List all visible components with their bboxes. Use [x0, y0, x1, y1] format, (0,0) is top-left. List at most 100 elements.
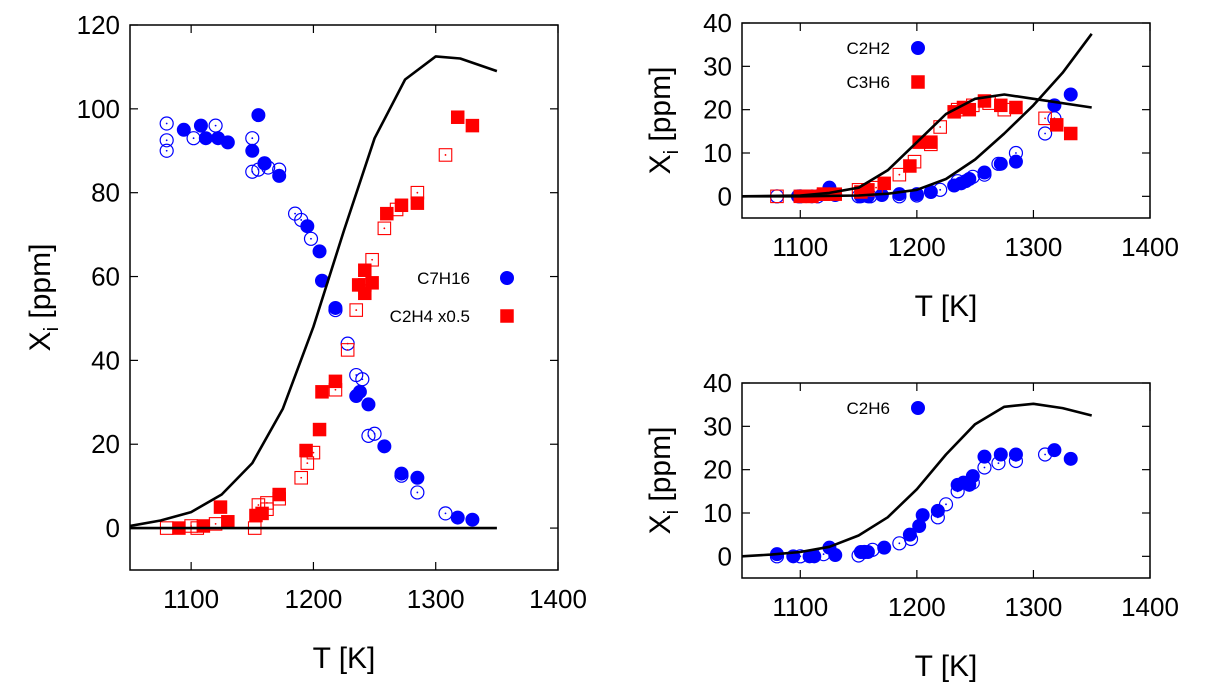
- y-axis-label: Xi [ppm]: [644, 67, 683, 175]
- x-axis-label: T [K]: [915, 650, 978, 683]
- data-point-c7h16-open-dot: [257, 168, 260, 171]
- data-point-c2h6-open-dot: [1044, 453, 1046, 456]
- data-point-c2h4-x0-5-open-dot: [312, 451, 315, 454]
- legend-label: C3H6: [847, 73, 890, 92]
- panel-1: 1100 1200 1300 1400 0 20 40 60 80 100 120 T [K] Xi […: [24, 10, 587, 675]
- data-point-c3h6-open: [892, 167, 907, 182]
- legend-marker: [911, 401, 925, 415]
- y-axis-label-tail: [ppm]: [644, 67, 677, 150]
- y-tick-label: 100: [77, 94, 120, 124]
- data-point-c7h16-open-dot: [416, 491, 419, 494]
- y-axis-label-main: X: [24, 331, 57, 351]
- x-tick-label: 1400: [1121, 232, 1179, 262]
- legend-marker: [911, 41, 925, 55]
- x-axis-label: T [K]: [915, 290, 978, 323]
- x-tick-label: 1400: [1121, 592, 1179, 622]
- data-point-c7h16-filled: [176, 122, 191, 137]
- data-point-c2h4-x0-5-open-dot: [355, 309, 358, 311]
- x-tick-label: 1100: [163, 584, 219, 614]
- data-point-c2h4-x0-5-open-dot: [346, 349, 349, 351]
- data-point-c3h6-filled: [912, 135, 926, 149]
- data-point-c7h16-filled: [377, 439, 392, 454]
- data-point-c2h2-filled: [1063, 87, 1078, 102]
- y-tick-label: 30: [703, 51, 732, 81]
- data-point-c7h16-filled: [352, 384, 367, 399]
- data-point-c7h16-open-dot: [165, 149, 168, 152]
- data-point-c2h4-x0-5-filled: [255, 506, 269, 521]
- model-line: [742, 93, 1092, 198]
- panel-2: 1100 1200 1300 1400 0 10 20 30 40 T [K] Xi [ppm] C2…: [644, 8, 1179, 323]
- y-tick-label: 60: [91, 262, 120, 292]
- legend: C2H2 C3H6: [847, 39, 925, 92]
- data-point-c2h6-filled: [877, 540, 892, 555]
- y-tick-label: 40: [91, 345, 120, 375]
- data-point-c7h16-open-dot: [361, 378, 364, 381]
- y-axis-label-main: X: [644, 154, 677, 174]
- data-point-c7h16-filled: [312, 244, 327, 259]
- data-point-c7h16-open-dot: [300, 219, 303, 221]
- data-point-c2h4-x0-5-filled: [394, 198, 409, 213]
- data-point-c2h2-filled: [962, 172, 977, 186]
- y-axis-label: Xi [ppm]: [644, 427, 683, 535]
- x-tick-label: 1100: [772, 232, 828, 262]
- data-point-c7h16-open-dot: [165, 139, 168, 142]
- data-point-c2h4-x0-5-open-dot: [383, 227, 386, 230]
- y-axis-label-tail: [ppm]: [24, 244, 57, 327]
- data-point-c2h6-filled: [993, 447, 1008, 462]
- data-point-c2h6-filled: [1008, 447, 1023, 462]
- data-point-c2h6-filled: [807, 549, 822, 564]
- y-axis-label: Xi [ppm]: [24, 244, 63, 352]
- data-point-c2h6-open-dot: [945, 503, 947, 506]
- data-point-c2h4-x0-5-open: [365, 252, 379, 267]
- y-tick-label: 30: [703, 411, 732, 441]
- data-point-c7h16-open: [303, 231, 319, 246]
- data-point-c2h2-open-dot: [1044, 132, 1046, 135]
- data-point-c2h4-x0-5-filled: [315, 385, 329, 399]
- data-point-c2h4-x0-5-open-dot: [416, 191, 419, 194]
- y-tick-label: 20: [703, 95, 732, 125]
- data-point-c7h16-open-dot: [251, 137, 254, 140]
- data-point-c7h16-open-dot: [310, 237, 312, 240]
- data-point-c7h16-filled: [450, 510, 465, 525]
- data-point-c2h4-x0-5-filled: [213, 500, 228, 514]
- y-tick-label: 20: [703, 455, 732, 485]
- data-point-c2h4-x0-5-filled: [312, 422, 327, 437]
- data-point-c2h6-filled: [930, 503, 945, 518]
- legend-label: C7H16: [417, 269, 470, 288]
- y-tick-label: 10: [703, 138, 732, 168]
- data-point-c7h16-open-dot: [373, 432, 376, 435]
- data-point-c7h16-filled: [300, 219, 315, 234]
- data-point-c2h4-x0-5-open-dot: [266, 502, 268, 504]
- data-point-c7h16-filled: [193, 118, 208, 133]
- data-point-c2h4-x0-5-filled: [328, 374, 343, 389]
- data-layer: [742, 33, 1093, 204]
- data-point-c2h4-x0-5-filled: [380, 206, 394, 221]
- data-point-c2h4-x0-5-open-dot: [306, 462, 309, 464]
- data-point-c2h4-x0-5-filled: [410, 196, 425, 210]
- model-line: [130, 55, 498, 528]
- plot-frame: [741, 22, 1151, 219]
- data-point-c3h6-open-dot: [875, 186, 877, 189]
- data-point-c2h2-filled: [977, 165, 992, 180]
- data-point-c7h16-filled: [272, 168, 287, 183]
- data-point-c2h4-x0-5-filled: [358, 286, 372, 301]
- data-point-c2h6-filled: [977, 449, 992, 464]
- data-point-c2h4-x0-5-open: [294, 470, 309, 485]
- data-layer: [130, 55, 498, 535]
- data-point-c3h6-open-dot: [1044, 117, 1046, 120]
- data-point-c2h6-open-dot: [898, 542, 901, 545]
- data-point-c2h2-filled: [1008, 154, 1023, 169]
- y-tick-label: 20: [91, 429, 120, 459]
- data-point-c2h6-filled: [902, 527, 917, 542]
- data-point-c7h16-filled: [394, 466, 409, 481]
- data-point-c2h2-open-dot: [1015, 152, 1017, 154]
- data-point-c7h16-filled: [328, 300, 343, 315]
- data-layer: [742, 402, 1093, 564]
- legend-marker: [500, 309, 514, 323]
- panel-3: 1100 1200 1300 1400 0 10 20 30 40 T [K] Xi [ppm] C2…: [644, 368, 1179, 683]
- data-point-c7h16-filled: [361, 397, 376, 412]
- data-point-c3h6-filled: [1009, 100, 1023, 115]
- data-point-c2h4-x0-5-filled: [299, 443, 313, 458]
- data-point-c7h16-open: [438, 506, 453, 521]
